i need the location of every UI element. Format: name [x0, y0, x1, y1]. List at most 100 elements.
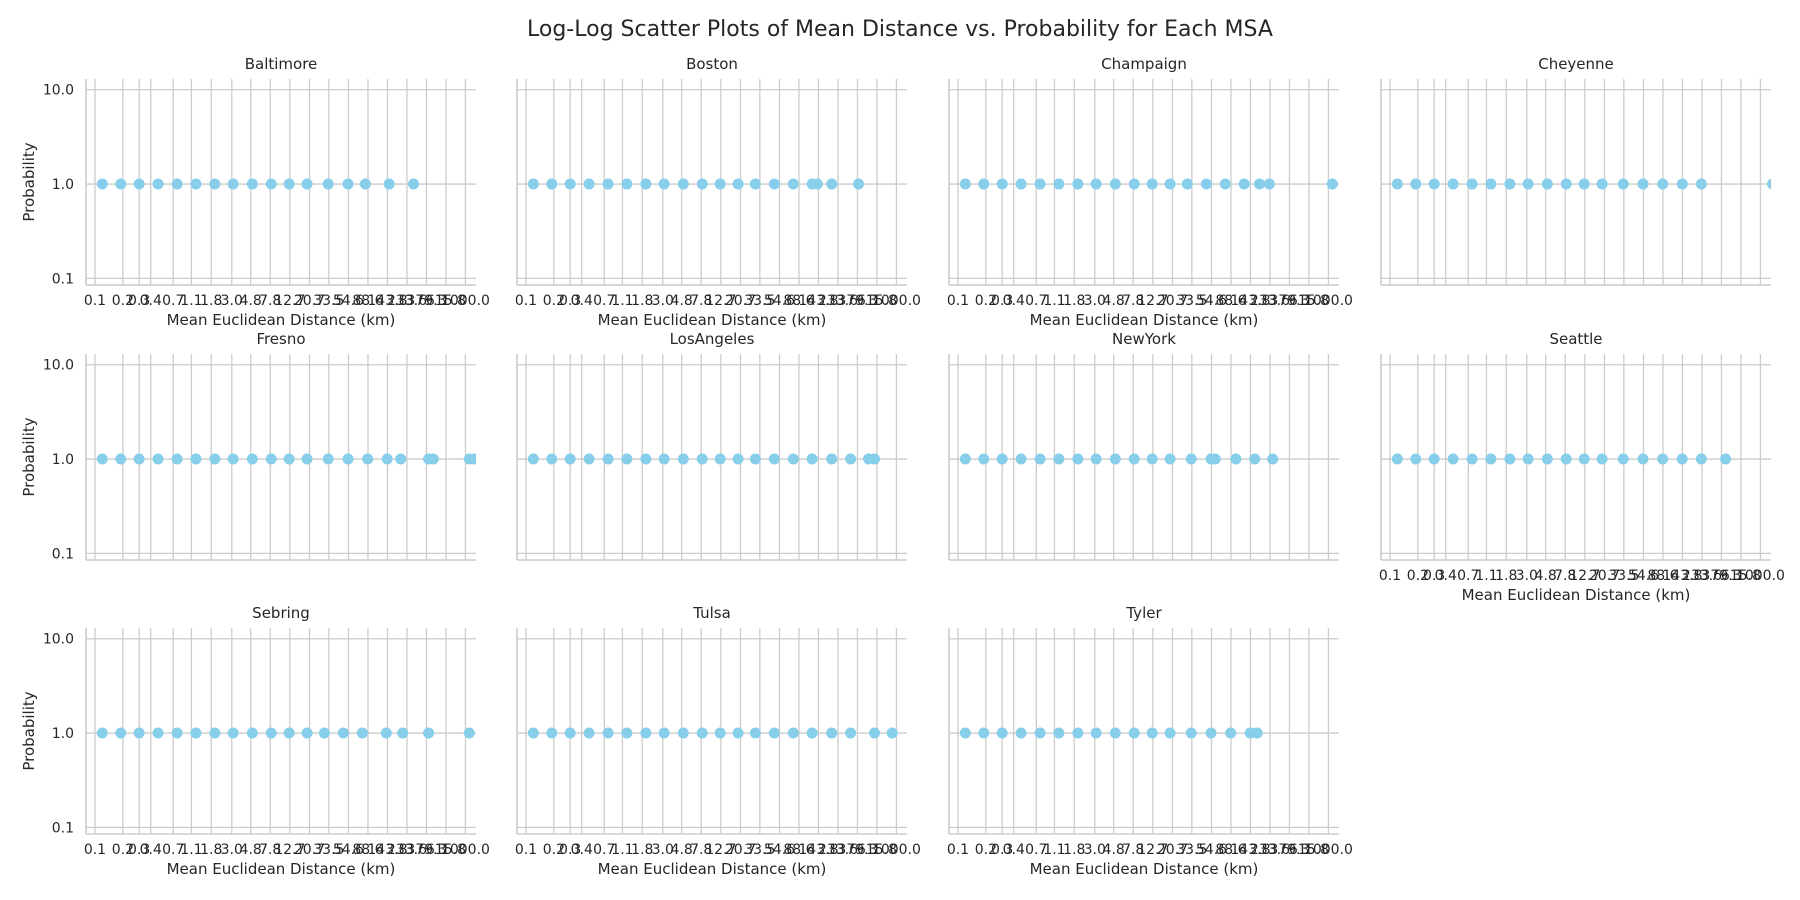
scatter-point [96, 453, 108, 465]
x-tick-label: 379.3 [1701, 568, 1741, 584]
x-tick-label: 4.8 [1103, 293, 1125, 309]
x-tick-label: 1000.0 [441, 293, 490, 309]
scatter-point [1522, 178, 1534, 190]
scatter-point [265, 727, 277, 739]
x-tick-label: 0.7 [593, 842, 615, 858]
y-tick-label: 10.0 [43, 358, 74, 374]
scatter-point [826, 453, 838, 465]
scatter-point [696, 178, 708, 190]
scatter-point [1253, 178, 1265, 190]
scatter-point [845, 453, 857, 465]
scatter-point [959, 453, 971, 465]
scatter-point [395, 453, 407, 465]
x-tick-label: 88.6 [1215, 293, 1246, 309]
x-tick-label: 1.8 [200, 293, 222, 309]
scatter-point [978, 453, 990, 465]
scatter-point [768, 727, 780, 739]
scatter-point [1541, 453, 1553, 465]
scatter-point [359, 178, 371, 190]
x-tick-label: 1.8 [200, 842, 222, 858]
x-tick-label: 4.8 [1103, 842, 1125, 858]
x-tick-label: 7.8 [259, 293, 281, 309]
scatter-point [427, 453, 439, 465]
scatter-point [1015, 453, 1027, 465]
x-tick-label: 20.7 [1157, 293, 1188, 309]
scatter-point [209, 178, 221, 190]
scatter-point [1109, 453, 1121, 465]
x-tick-label: 379.3 [406, 842, 446, 858]
x-tick-label: 1000.0 [441, 842, 490, 858]
x-tick-label: 615.8 [857, 293, 897, 309]
x-tick-label: 0.1 [947, 842, 969, 858]
scatter-series [96, 727, 475, 739]
scatter-series [96, 453, 476, 465]
x-tick-label: 4.8 [671, 293, 693, 309]
x-tick-label: 7.8 [259, 842, 281, 858]
scatter-point [1034, 453, 1046, 465]
x-tick-label: 1.1 [1043, 293, 1065, 309]
scatter-point [696, 453, 708, 465]
scatter-point [318, 727, 330, 739]
scatter-point [677, 453, 689, 465]
scatter-point [845, 727, 857, 739]
x-tick-label: 54.6 [764, 293, 795, 309]
x-tick-label: 0.4 [1435, 568, 1457, 584]
scatter-point [869, 453, 881, 465]
x-tick-label: 615.8 [1289, 293, 1329, 309]
x-tick-label: 615.8 [1289, 842, 1329, 858]
x-tick-label: 0.7 [162, 842, 184, 858]
x-tick-label: 7.8 [1122, 842, 1144, 858]
x-tick-label: 615.8 [426, 293, 466, 309]
scatter-point [1219, 178, 1231, 190]
scatter-point [853, 178, 865, 190]
scatter-point [1578, 178, 1590, 190]
scatter-point [749, 727, 761, 739]
x-tick-label: 1.1 [1043, 842, 1065, 858]
scatter-point [1637, 178, 1649, 190]
y-tick-label: 10.0 [43, 83, 74, 99]
scatter-point [337, 727, 349, 739]
scatter-point [171, 453, 183, 465]
x-tick-label: 0.3 [559, 293, 581, 309]
x-tick-label: 0.3 [991, 842, 1013, 858]
x-tick-label: 233.6 [818, 842, 858, 858]
scatter-point [152, 727, 164, 739]
scatter-point [171, 727, 183, 739]
scatter-point [133, 727, 145, 739]
scatter-point [1676, 453, 1688, 465]
x-tick-label: 379.3 [837, 293, 877, 309]
scatter-point [1034, 727, 1046, 739]
scatter-point [96, 178, 108, 190]
scatter-point [978, 178, 990, 190]
x-tick-label: 0.1 [515, 293, 537, 309]
scatter-series [527, 178, 865, 190]
scatter-series [96, 178, 420, 190]
scatter-point [1410, 453, 1422, 465]
scatter-series [1391, 178, 1771, 190]
scatter-point [546, 453, 558, 465]
scatter-point [1466, 453, 1478, 465]
scatter-point [1657, 178, 1669, 190]
scatter-point [1617, 178, 1629, 190]
panel-cheyenne: Cheyenne [1380, 55, 1771, 286]
scatter-point [768, 453, 780, 465]
x-tick-label: 1.8 [1495, 568, 1517, 584]
scatter-point [811, 178, 823, 190]
x-tick-label: 54.6 [1196, 842, 1227, 858]
x-tick-label: 0.2 [112, 293, 134, 309]
y-tick-label: 1.0 [52, 177, 74, 193]
x-tick-label: 33.5 [1176, 293, 1207, 309]
scatter-point [1391, 453, 1403, 465]
scatter-point [996, 178, 1008, 190]
scatter-point [1695, 178, 1707, 190]
x-tick-label: 0.1 [84, 293, 106, 309]
x-tick-label: 88.6 [1647, 568, 1678, 584]
x-tick-label: 233.6 [387, 293, 427, 309]
scatter-point [152, 178, 164, 190]
scatter-point [1326, 178, 1338, 190]
x-tick-label: 3.0 [652, 842, 674, 858]
x-tick-label: 1.1 [1475, 568, 1497, 584]
